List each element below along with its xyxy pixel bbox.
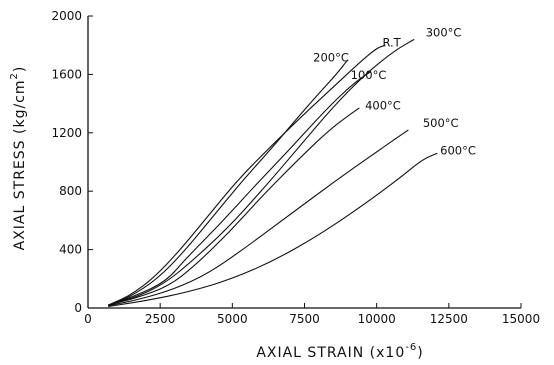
y-tick-label: 400 [59, 243, 82, 257]
y-axis-label-text: AXIAL STRESS (kg/cm [12, 79, 28, 250]
axes: 0 2500 5000 7500 10000 12500 15000 0 400 800 1200 1… [51, 9, 540, 326]
series-line [108, 71, 372, 306]
series-label: 500°C [423, 116, 459, 130]
series-line [108, 129, 409, 307]
y-axis-label-close: ) [12, 66, 28, 72]
series-labels: R.T 200°C 300°C 100°C 400°C 500°C 600°C [313, 25, 476, 157]
series-label: 100°C [351, 68, 387, 82]
series-group [107, 38, 438, 308]
series-line [108, 107, 360, 306]
y-tick-label: 1200 [51, 126, 82, 140]
series-label: 400°C [365, 98, 401, 112]
y-tick-label: 800 [59, 184, 82, 198]
x-axis-label-exponent: -6 [405, 342, 417, 353]
y-tick-label: 1600 [51, 67, 82, 81]
y-axis-label: AXIAL STRESS (kg/cm2) [9, 66, 28, 251]
x-axis-label-close: ) [417, 345, 423, 361]
series-line [108, 38, 415, 306]
x-tick-label: 7500 [289, 312, 320, 326]
x-axis-label-text: AXIAL STRAIN (x10 [256, 345, 405, 361]
series-label: 200°C [313, 50, 349, 64]
x-tick-label: 2500 [145, 312, 176, 326]
series-label: R.T [382, 36, 401, 50]
series-label: 600°C [440, 144, 476, 158]
y-axis-label-exponent: 2 [9, 72, 20, 79]
series-line [107, 44, 386, 306]
x-tick-label: 10000 [358, 312, 396, 326]
y-tick-label: 0 [74, 301, 82, 315]
x-tick-label: 0 [84, 312, 92, 326]
y-tick-label: 2000 [51, 9, 82, 23]
series-label: 300°C [426, 25, 462, 39]
x-tick-label: 15000 [502, 312, 540, 326]
series-line [108, 59, 349, 306]
x-tick-label: 5000 [217, 312, 248, 326]
x-tick-label: 12500 [430, 312, 468, 326]
series-line [108, 152, 438, 308]
x-axis-label: AXIAL STRAIN (x10-6) [256, 342, 423, 361]
